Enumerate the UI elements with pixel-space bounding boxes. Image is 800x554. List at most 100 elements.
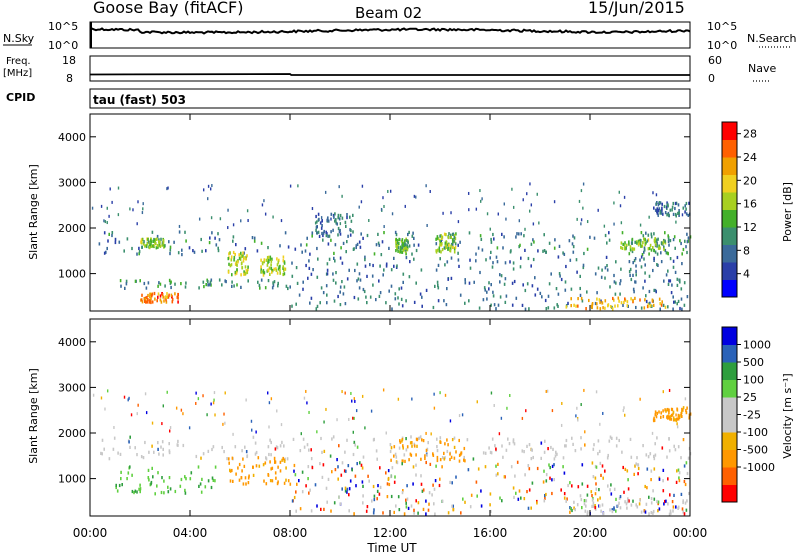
range-cell — [157, 441, 159, 445]
range-cell — [311, 234, 313, 238]
range-cell — [676, 277, 679, 281]
range-cell — [615, 497, 617, 501]
range-cell — [184, 285, 187, 289]
range-cell — [545, 473, 548, 477]
range-cell — [511, 187, 513, 191]
range-cell — [643, 237, 645, 241]
range-cell — [477, 467, 480, 471]
range-cell — [141, 245, 143, 249]
range-cell — [161, 293, 164, 297]
range-cell — [159, 294, 162, 298]
range-cell — [114, 240, 117, 245]
range-cell — [327, 234, 329, 238]
range-cell — [650, 232, 653, 236]
range-cell — [162, 241, 165, 245]
range-cell — [452, 245, 454, 250]
range-cell — [296, 281, 299, 285]
range-cell — [310, 509, 313, 513]
range-cell — [129, 465, 131, 469]
range-cell — [351, 468, 353, 472]
range-cell — [668, 213, 670, 217]
range-cell — [486, 290, 488, 294]
range-cell — [358, 286, 361, 290]
range-cell — [154, 297, 156, 301]
range-cell — [311, 207, 314, 211]
range-cell — [593, 236, 596, 240]
range-cell — [389, 449, 392, 454]
range-cell — [648, 246, 651, 251]
range-cell — [149, 243, 151, 247]
range-cell — [202, 452, 205, 456]
range-cell — [573, 303, 575, 307]
range-cell — [366, 505, 369, 509]
range-cell — [404, 459, 406, 463]
range-cell — [346, 487, 349, 491]
range-cell — [310, 457, 313, 461]
range-cell — [422, 488, 425, 492]
range-cell — [605, 255, 608, 259]
range-cell — [178, 230, 181, 234]
range-cell — [439, 243, 441, 247]
range-cell — [447, 247, 449, 251]
range-cell — [317, 257, 319, 261]
range-cell — [388, 482, 391, 487]
range-cell — [615, 444, 618, 448]
range-cell — [260, 267, 262, 272]
range-cell — [403, 241, 405, 245]
range-cell — [325, 407, 327, 411]
range-cell — [402, 272, 405, 276]
range-cell — [611, 436, 613, 440]
range-cell — [563, 492, 566, 496]
range-cell — [610, 483, 612, 487]
range-cell — [434, 479, 437, 483]
range-cell — [107, 239, 109, 243]
range-cell — [541, 295, 543, 299]
range-cell — [519, 265, 522, 269]
range-cell — [143, 297, 146, 301]
range-cell — [108, 214, 110, 218]
range-cell — [639, 242, 642, 246]
range-cell — [373, 437, 375, 441]
range-cell — [654, 413, 657, 417]
range-cell — [326, 301, 328, 305]
range-cell — [612, 296, 614, 301]
range-cell — [630, 455, 633, 459]
range-cell — [622, 242, 624, 246]
range-cell — [667, 305, 669, 309]
range-cell — [530, 203, 533, 207]
range-cell — [198, 484, 200, 488]
range-cell — [147, 298, 149, 302]
range-cell — [404, 204, 406, 208]
range-cell — [669, 493, 671, 497]
range-cell — [581, 506, 583, 510]
range-cell — [160, 237, 162, 241]
range-cell — [117, 213, 120, 217]
range-cell — [396, 241, 398, 246]
range-cell — [393, 510, 395, 514]
range-cell — [672, 509, 674, 513]
range-cell — [639, 397, 641, 401]
range-cell — [585, 504, 587, 508]
range-cell — [686, 250, 688, 255]
range-cell — [210, 278, 213, 282]
range-cell — [244, 445, 246, 449]
range-cell — [390, 446, 393, 450]
range-cell — [663, 279, 665, 283]
range-cell — [685, 245, 687, 249]
range-cell — [174, 489, 177, 494]
range-cell — [401, 246, 404, 250]
range-cell — [182, 443, 185, 448]
range-cell — [565, 264, 567, 269]
range-cell — [499, 295, 502, 299]
range-cell — [623, 490, 625, 494]
range-cell — [169, 248, 172, 252]
range-cell — [436, 458, 439, 463]
range-cell — [642, 286, 644, 290]
range-cell — [614, 304, 616, 308]
range-cell — [141, 241, 143, 245]
velocity-colorbar-label: Velocity [m s⁻¹] — [781, 373, 794, 458]
range-cell — [336, 418, 338, 422]
range-cell — [677, 299, 680, 303]
range-cell — [399, 439, 401, 443]
x-tick-label: 16:00 — [473, 526, 508, 540]
